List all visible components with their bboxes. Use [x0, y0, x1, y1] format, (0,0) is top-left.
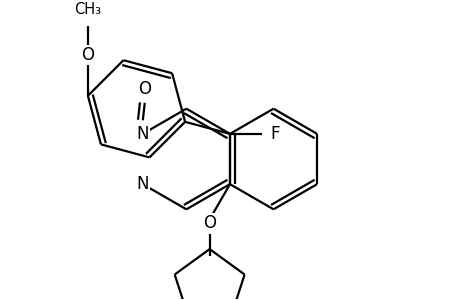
Text: O: O: [81, 46, 94, 64]
Text: O: O: [138, 80, 151, 98]
Text: N: N: [136, 125, 149, 143]
Text: CH₃: CH₃: [74, 2, 101, 17]
Text: N: N: [136, 175, 149, 193]
Text: F: F: [270, 125, 280, 143]
Text: O: O: [203, 214, 216, 232]
